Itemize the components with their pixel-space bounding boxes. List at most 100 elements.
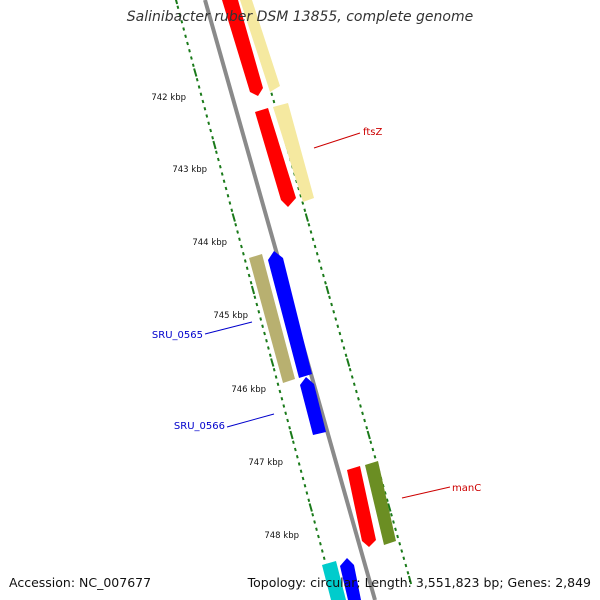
feature-yellow-top[interactable] [240, 0, 280, 92]
minor-tick [243, 259, 247, 263]
minor-tick [322, 273, 325, 278]
minor-tick [286, 418, 290, 423]
minor-tick [263, 331, 266, 336]
minor-tick [315, 527, 318, 532]
page-title: Salinibacter ruber DSM 13855, complete g… [126, 9, 474, 25]
minor-tick [352, 382, 356, 387]
minor-tick [338, 331, 342, 336]
minor-tick [228, 201, 232, 205]
cds-forward-ftsZ-upstream[interactable] [255, 108, 296, 207]
minor-tick [280, 397, 284, 401]
minor-tick [199, 92, 203, 97]
feature-cyan-bottom[interactable] [322, 561, 346, 600]
minor-tick [186, 41, 189, 46]
minor-tick [288, 426, 291, 430]
minor-tick [365, 426, 369, 430]
major-tick [270, 358, 275, 367]
minor-tick [398, 542, 402, 546]
minor-tick [245, 266, 249, 271]
minor-tick [301, 201, 305, 205]
minor-tick [247, 273, 251, 278]
minor-tick [267, 346, 270, 350]
minor-tick [182, 27, 186, 31]
tick-label-743: 743 kbp [172, 165, 207, 175]
minor-tick [299, 469, 303, 474]
minor-tick [340, 339, 344, 343]
major-tick [304, 213, 309, 222]
tick-label-742: 742 kbp [151, 93, 186, 103]
minor-tick [278, 389, 282, 394]
accession-text: Accession: NC_007677 [9, 575, 152, 590]
gene-label-ftsZ[interactable]: ftsZ [363, 127, 382, 138]
minor-tick [178, 12, 182, 17]
major-tick [212, 140, 217, 150]
tick-label-747: 747 kbp [248, 458, 283, 468]
minor-tick [315, 252, 319, 256]
minor-tick [240, 244, 243, 249]
minor-tick [371, 447, 375, 452]
minor-tick [328, 295, 331, 300]
minor-tick [242, 252, 245, 256]
cds-reverse-sru0566[interactable] [300, 377, 326, 435]
major-tick [193, 68, 198, 77]
feature-khaki-sru0565[interactable] [249, 254, 295, 383]
minor-tick [299, 194, 303, 198]
tick-label-748: 748 kbp [264, 531, 299, 541]
major-tick [231, 213, 236, 222]
minor-tick [357, 397, 360, 401]
minor-tick [255, 302, 259, 307]
minor-tick [342, 346, 346, 350]
minor-tick [272, 99, 276, 104]
gene-label-sru0565[interactable]: SRU_0565 [152, 330, 203, 341]
minor-tick [249, 281, 253, 285]
leader-sru0566 [226, 413, 275, 428]
minor-tick [309, 230, 313, 234]
minor-tick [363, 418, 366, 423]
gene-label-sru0566[interactable]: SRU_0566 [174, 421, 225, 432]
feature-yellow-ftsZ[interactable] [273, 103, 314, 202]
minor-tick [253, 295, 257, 300]
minor-tick [303, 484, 307, 488]
minor-tick [261, 324, 264, 329]
major-tick [346, 358, 351, 367]
minor-tick [303, 208, 307, 213]
minor-tick [311, 513, 315, 517]
minor-tick [334, 317, 338, 321]
gene-label-manC[interactable]: manC [452, 483, 481, 494]
cds-forward-top[interactable] [222, 0, 263, 96]
minor-tick [184, 34, 187, 39]
minor-tick [211, 136, 214, 140]
minor-tick [234, 223, 238, 227]
minor-tick [205, 114, 209, 118]
kbp-labels: 742 kbp 743 kbp 744 kbp 745 kbp 746 kbp … [151, 93, 299, 541]
minor-tick [282, 404, 286, 408]
minor-tick [344, 353, 348, 358]
cds-forward-manC-upstream[interactable] [347, 466, 376, 547]
minor-tick [317, 534, 320, 539]
minor-tick [392, 520, 395, 524]
major-tick [366, 430, 371, 440]
tick-label-745: 745 kbp [213, 311, 248, 321]
feature-olive-manC[interactable] [365, 461, 396, 545]
genome-summary-text: Topology: circular; Length: 3,551,823 bp… [247, 575, 591, 590]
minor-tick [209, 128, 213, 133]
minor-tick [322, 556, 326, 561]
minor-tick [402, 556, 406, 561]
minor-tick [207, 121, 211, 126]
minor-tick [336, 324, 340, 329]
minor-tick [317, 259, 321, 263]
minor-tick [180, 20, 184, 24]
minor-tick [406, 571, 410, 575]
minor-tick [311, 237, 315, 242]
minor-tick [390, 513, 393, 517]
cds-reverse-bottom[interactable] [340, 558, 361, 600]
minor-tick [276, 382, 280, 387]
cds-reverse-sru0565[interactable] [268, 251, 312, 378]
minor-tick [218, 165, 222, 169]
minor-tick [268, 353, 272, 358]
major-tick [174, 0, 179, 5]
minor-tick [224, 186, 228, 191]
minor-tick [215, 150, 218, 155]
minor-tick [226, 194, 230, 198]
